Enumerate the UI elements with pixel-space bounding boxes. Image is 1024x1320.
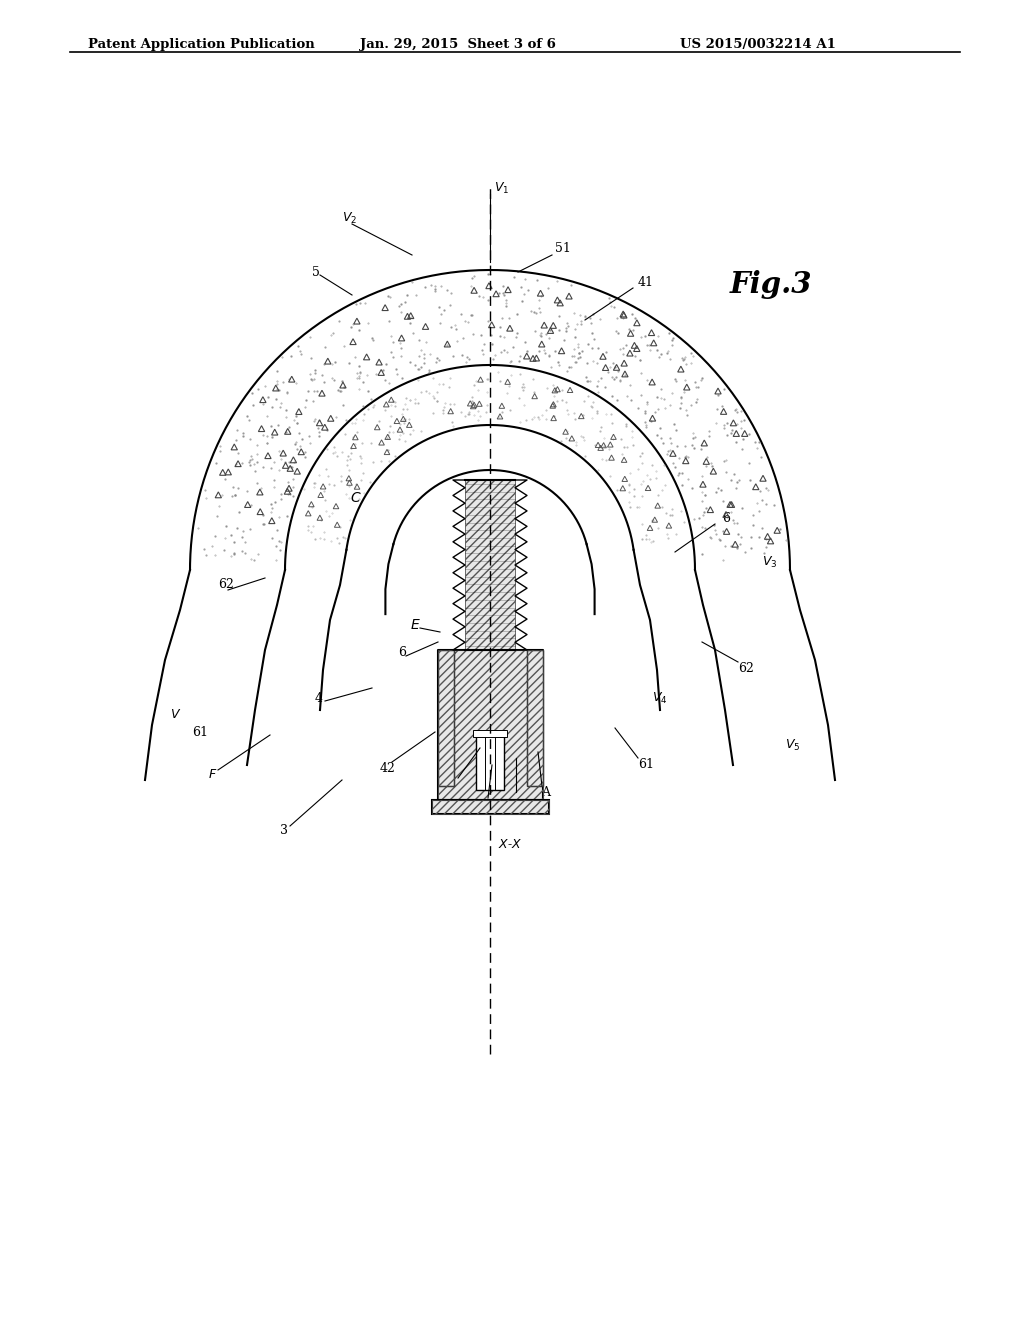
Text: 4: 4 — [315, 692, 323, 705]
Bar — [476, 733, 504, 789]
Text: 6: 6 — [398, 645, 406, 659]
Bar — [526, 649, 543, 785]
Bar — [473, 730, 507, 737]
Bar — [465, 480, 515, 649]
Bar — [526, 649, 543, 785]
Text: $V_5$: $V_5$ — [785, 738, 801, 752]
Text: 61: 61 — [638, 759, 654, 771]
Text: US 2015/0032214 A1: US 2015/0032214 A1 — [680, 38, 836, 51]
Text: 51: 51 — [555, 242, 570, 255]
Text: 3: 3 — [280, 824, 288, 837]
Text: 43: 43 — [482, 799, 498, 812]
Bar — [437, 649, 454, 785]
Text: 61: 61 — [193, 726, 208, 738]
Text: 62: 62 — [738, 661, 754, 675]
Text: 5: 5 — [312, 265, 319, 279]
Bar — [437, 649, 454, 785]
Text: 41: 41 — [638, 276, 654, 289]
Text: 6: 6 — [722, 511, 730, 524]
Bar — [431, 800, 549, 814]
Text: $C$: $C$ — [350, 491, 361, 506]
Bar — [437, 649, 543, 800]
Text: $V_2$: $V_2$ — [342, 210, 357, 226]
Text: 42: 42 — [380, 762, 396, 775]
Text: 44: 44 — [508, 792, 524, 804]
Text: Fig.3: Fig.3 — [730, 271, 812, 300]
Text: 52: 52 — [449, 779, 464, 792]
Text: Patent Application Publication: Patent Application Publication — [88, 38, 314, 51]
Text: $V_3$: $V_3$ — [762, 554, 777, 569]
Text: $F$: $F$ — [208, 768, 217, 781]
Text: $E$: $E$ — [410, 618, 421, 632]
Text: $X$-$X$: $X$-$X$ — [498, 838, 522, 851]
Text: $V$: $V$ — [170, 709, 181, 722]
Bar — [465, 480, 515, 649]
Text: $V_1$: $V_1$ — [494, 181, 509, 195]
Text: Jan. 29, 2015  Sheet 3 of 6: Jan. 29, 2015 Sheet 3 of 6 — [360, 38, 556, 51]
Text: 62: 62 — [218, 578, 233, 591]
Bar — [431, 800, 549, 814]
Text: $V_4$: $V_4$ — [652, 690, 668, 706]
Bar — [437, 649, 543, 800]
Text: 4A: 4A — [535, 785, 552, 799]
